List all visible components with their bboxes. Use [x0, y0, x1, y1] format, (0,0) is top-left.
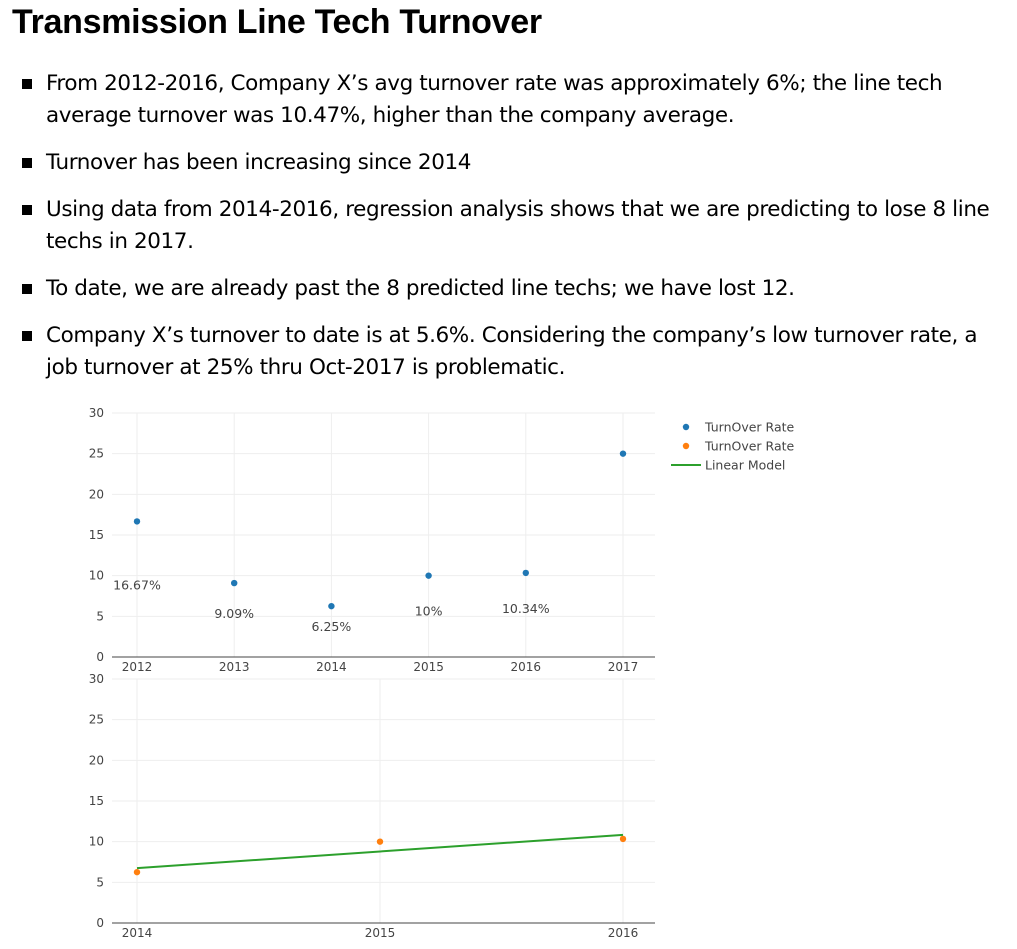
- data-point: [328, 602, 335, 610]
- bullet-text: To date, we are already past the 8 predi…: [46, 276, 795, 301]
- chart-panel-2: 0 5 10 15 20 25 30 2014 2015 2016: [89, 672, 655, 940]
- data-point: [133, 518, 141, 525]
- y-tick-label: 0: [96, 916, 104, 930]
- bullet-square-icon: [22, 158, 32, 168]
- bullet-square-icon: [22, 79, 32, 89]
- data-point: [376, 838, 384, 845]
- y-tick-label: 30: [89, 672, 104, 686]
- x-tick-label: 2014: [122, 926, 153, 940]
- legend: TurnOver Rate TurnOver Rate Linear Model: [671, 420, 795, 473]
- x-tick-label: 2015: [365, 926, 396, 940]
- bullet-item: Turnover has been increasing since 2014: [0, 147, 1017, 179]
- bullet-text: From 2012-2016, Company X’s avg turnover…: [46, 71, 943, 128]
- y-tick-label: 0: [96, 650, 104, 664]
- data-point: [619, 835, 627, 843]
- slide-title: Transmission Line Tech Turnover: [12, 3, 542, 41]
- legend-marker-swatch: [682, 423, 690, 431]
- data-point: [619, 450, 627, 457]
- data-point: [425, 572, 432, 579]
- data-point: [522, 569, 529, 577]
- bullet-item: To date, we are already past the 8 predi…: [0, 273, 1017, 305]
- y-tick-label: 5: [96, 609, 104, 623]
- x-tick-label: 2013: [219, 660, 250, 674]
- legend-label: TurnOver Rate: [704, 439, 795, 454]
- x-tick-label: 2015: [413, 660, 444, 674]
- bullet-text: Using data from 2014-2016, regression an…: [46, 197, 990, 254]
- y-tick-label: 25: [89, 713, 104, 727]
- bullet-square-icon: [22, 284, 32, 294]
- bullet-square-icon: [22, 331, 32, 341]
- data-point: [133, 868, 141, 876]
- x-tick-label: 2014: [316, 660, 347, 674]
- linear-model-line: [136, 833, 624, 870]
- data-label: 10.34%: [502, 601, 550, 616]
- bullet-list: From 2012-2016, Company X’s avg turnover…: [0, 68, 1017, 384]
- y-tick-label: 20: [89, 487, 104, 501]
- x-tick-label: 2016: [511, 660, 542, 674]
- y-tick-label: 10: [89, 835, 104, 849]
- y-tick-label: 15: [89, 528, 104, 542]
- bullet-item: Using data from 2014-2016, regression an…: [0, 194, 1017, 258]
- legend-label: TurnOver Rate: [704, 420, 795, 435]
- bullet-item: From 2012-2016, Company X’s avg turnover…: [0, 68, 1017, 132]
- y-tick-label: 30: [89, 406, 104, 420]
- legend-label: Linear Model: [705, 458, 785, 473]
- y-tick-label: 15: [89, 794, 104, 808]
- chart-panel-1: 0 5 10 15 20 25 30 2012 2013 2014 2015 2016 2017 16.6…: [89, 406, 655, 674]
- bullet-text: Company X’s turnover to date is at 5.6%.…: [46, 323, 978, 380]
- data-point: [231, 579, 238, 587]
- y-tick-label: 20: [89, 753, 104, 767]
- data-label: 6.25%: [312, 619, 352, 634]
- bullet-text: Turnover has been increasing since 2014: [46, 150, 472, 175]
- data-label: 16.67%: [113, 577, 161, 592]
- x-tick-label: 2017: [608, 660, 639, 674]
- bullet-square-icon: [22, 205, 32, 215]
- y-tick-label: 5: [96, 875, 104, 889]
- data-label: 9.09%: [214, 606, 254, 621]
- x-tick-label: 2016: [608, 926, 639, 940]
- y-tick-label: 25: [89, 447, 104, 461]
- x-tick-label: 2012: [122, 660, 153, 674]
- y-tick-label: 10: [89, 569, 104, 583]
- data-label: 10%: [415, 604, 443, 619]
- legend-marker-swatch: [682, 442, 690, 450]
- bullet-item: Company X’s turnover to date is at 5.6%.…: [0, 320, 1017, 384]
